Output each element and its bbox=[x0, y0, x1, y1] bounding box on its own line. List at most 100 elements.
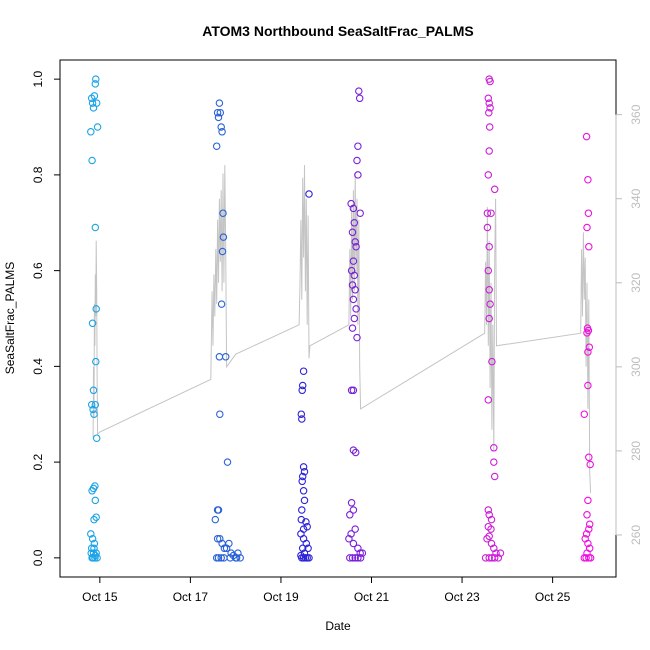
data-point bbox=[93, 554, 101, 562]
x-tick-label: Oct 19 bbox=[263, 590, 299, 604]
data-point bbox=[299, 463, 308, 471]
data-point bbox=[88, 319, 97, 328]
data-point bbox=[212, 142, 221, 150]
data-point bbox=[87, 544, 96, 553]
series-5 bbox=[481, 75, 505, 562]
data-point bbox=[302, 518, 310, 526]
data-point bbox=[218, 128, 226, 136]
x-tick-label: Oct 23 bbox=[444, 590, 480, 604]
data-point bbox=[349, 386, 358, 395]
data-point bbox=[298, 544, 307, 553]
data-point bbox=[349, 539, 358, 548]
data-point bbox=[88, 554, 96, 562]
data-point bbox=[351, 286, 359, 294]
data-point bbox=[585, 520, 594, 529]
data-point bbox=[350, 271, 359, 280]
data-point bbox=[487, 209, 495, 217]
data-point bbox=[351, 448, 360, 457]
data-point bbox=[298, 415, 306, 423]
data-point bbox=[584, 539, 592, 548]
secondary-y-tick-label: 260 bbox=[629, 525, 643, 545]
data-point bbox=[219, 209, 227, 217]
data-point bbox=[298, 477, 306, 486]
data-point bbox=[298, 381, 307, 390]
data-point bbox=[220, 544, 229, 553]
data-point bbox=[232, 554, 241, 562]
data-point bbox=[583, 511, 591, 519]
data-point bbox=[582, 132, 591, 141]
series-4 bbox=[345, 87, 367, 562]
data-point bbox=[586, 460, 594, 469]
y-tick-label: 0.0 bbox=[31, 549, 45, 566]
data-point bbox=[585, 525, 593, 533]
data-point bbox=[91, 482, 99, 490]
data-point bbox=[305, 190, 313, 198]
data-point bbox=[351, 554, 359, 562]
data-point bbox=[487, 525, 495, 533]
data-point bbox=[92, 513, 100, 521]
data-point bbox=[490, 544, 498, 553]
data-point bbox=[352, 305, 360, 313]
data-point bbox=[354, 171, 362, 179]
y-tick-label: 0.2 bbox=[31, 453, 45, 470]
data-point bbox=[356, 554, 365, 562]
data-point bbox=[91, 496, 100, 505]
data-point bbox=[348, 554, 357, 562]
data-point bbox=[301, 554, 310, 562]
data-point bbox=[216, 410, 224, 418]
data-point bbox=[219, 233, 228, 241]
data-point bbox=[485, 108, 493, 117]
data-point bbox=[346, 511, 354, 519]
data-point bbox=[486, 77, 494, 86]
x-tick-label: Oct 17 bbox=[173, 590, 209, 604]
x-axis-label: Date bbox=[325, 619, 351, 633]
data-point bbox=[88, 156, 96, 165]
data-point bbox=[351, 238, 359, 246]
x-tick-label: Oct 15 bbox=[82, 590, 118, 604]
data-point bbox=[584, 496, 592, 505]
data-point bbox=[350, 314, 359, 323]
data-point bbox=[356, 209, 364, 217]
data-point bbox=[215, 353, 224, 361]
data-point bbox=[225, 539, 233, 548]
data-point bbox=[91, 223, 100, 232]
series-1 bbox=[87, 75, 102, 562]
data-point bbox=[585, 453, 593, 462]
x-axis: Oct 15 Oct 17 Oct 19 Oct 21 Oct 23 Oct 25 bbox=[82, 576, 571, 604]
data-point bbox=[302, 539, 311, 548]
data-point bbox=[490, 554, 499, 562]
data-point bbox=[215, 99, 224, 107]
data-point bbox=[349, 257, 358, 265]
data-point bbox=[88, 534, 97, 543]
data-point bbox=[211, 515, 220, 524]
data-point bbox=[354, 554, 362, 562]
data-point bbox=[584, 209, 593, 217]
series-3 bbox=[297, 190, 313, 562]
data-point bbox=[355, 94, 364, 103]
data-point bbox=[582, 530, 591, 538]
data-point bbox=[348, 324, 357, 332]
data-point bbox=[89, 386, 98, 395]
data-point bbox=[350, 219, 359, 227]
data-point bbox=[216, 108, 225, 117]
plot-frame bbox=[59, 59, 617, 578]
data-point bbox=[91, 80, 100, 88]
data-point bbox=[485, 554, 493, 562]
data-point bbox=[213, 506, 222, 514]
data-point bbox=[349, 295, 358, 304]
secondary-y-tick-label: 320 bbox=[629, 272, 643, 292]
data-point bbox=[584, 348, 592, 356]
x-tick-label: Oct 25 bbox=[535, 590, 571, 604]
points-layer bbox=[87, 75, 595, 562]
secondary-y-tick-label: 340 bbox=[629, 188, 643, 208]
data-point bbox=[585, 242, 593, 251]
data-point bbox=[496, 549, 505, 557]
data-point bbox=[583, 329, 591, 337]
data-point bbox=[236, 554, 244, 562]
data-point bbox=[214, 554, 223, 562]
data-point bbox=[486, 104, 494, 112]
data-point bbox=[90, 92, 99, 100]
data-point bbox=[490, 185, 499, 194]
data-point bbox=[213, 108, 222, 117]
